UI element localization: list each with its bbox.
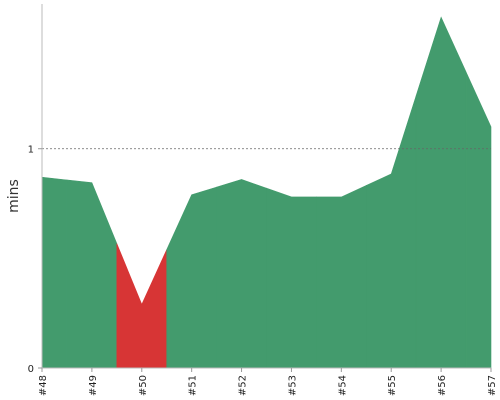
y-axis-label: mins xyxy=(6,179,22,213)
area-segment-build-53 xyxy=(266,187,317,369)
area-segment-build-54 xyxy=(316,184,367,369)
y-tick-label: 0 xyxy=(28,364,34,375)
x-tick-label: #51 xyxy=(188,375,199,396)
x-tick-label: #50 xyxy=(138,375,149,396)
x-tick-label: #49 xyxy=(88,375,99,396)
area-segment-build-48 xyxy=(41,176,68,369)
x-tick-label: #57 xyxy=(487,375,498,396)
x-tick-label: #54 xyxy=(337,375,348,396)
x-tick-label: #48 xyxy=(38,375,49,396)
x-tick-label: #53 xyxy=(287,375,298,396)
area-segment-build-51 xyxy=(166,186,217,369)
area-segment-build-50 xyxy=(116,243,168,369)
y-tick-label: 1 xyxy=(28,145,34,156)
area-series xyxy=(41,16,492,369)
x-tick-label: #52 xyxy=(238,375,249,396)
area-segment-build-55 xyxy=(365,95,417,369)
x-axis-ticks: #48 #49 #50 #51 #52 #53 #54 #55 #56 #57 xyxy=(38,368,498,396)
area-segment-build-52 xyxy=(216,179,267,369)
area-segment-build-57 xyxy=(465,71,492,369)
y-axis-ticks: 01 xyxy=(28,145,42,375)
area-segment-build-56 xyxy=(415,16,467,369)
area-segment-build-49 xyxy=(66,179,118,369)
x-tick-label: #55 xyxy=(387,375,398,396)
x-tick-label: #56 xyxy=(437,375,448,396)
